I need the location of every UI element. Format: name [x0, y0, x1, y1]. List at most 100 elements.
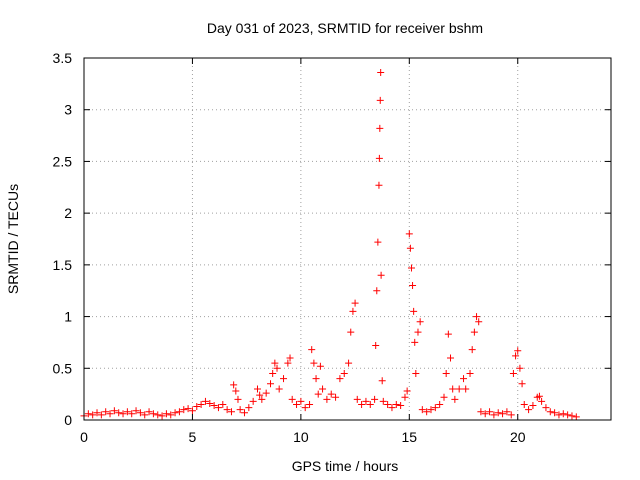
data-point — [297, 397, 305, 405]
data-point — [516, 364, 524, 372]
data-point — [366, 400, 374, 408]
data-point — [401, 393, 409, 401]
data-point — [314, 390, 322, 398]
data-point — [210, 402, 218, 410]
data-point — [230, 381, 238, 389]
data-point — [336, 375, 344, 383]
data-point — [555, 411, 563, 419]
data-point — [197, 400, 205, 408]
chart-title: Day 031 of 2023, SRMTID for receiver bsh… — [207, 20, 483, 36]
data-point — [378, 377, 386, 385]
data-point — [319, 385, 327, 393]
data-point — [436, 400, 444, 408]
data-point — [332, 393, 340, 401]
data-point — [499, 410, 507, 418]
data-point — [351, 299, 359, 307]
data-point — [409, 282, 417, 290]
data-point — [379, 397, 387, 405]
data-point — [371, 395, 379, 403]
data-point — [460, 375, 468, 383]
x-tick-label: 10 — [293, 429, 309, 445]
y-tick-label: 2.5 — [53, 153, 73, 169]
data-point — [529, 402, 537, 410]
data-point — [477, 408, 485, 416]
axis-ticks: 0 5 10 15 20 0 0.5 1 1.5 2 2.5 3 3.5 — [53, 50, 611, 445]
data-point — [128, 410, 136, 418]
data-point — [466, 369, 474, 377]
plot-frame — [83, 57, 612, 421]
data-point — [503, 408, 511, 416]
data-point — [520, 400, 528, 408]
data-point — [293, 400, 301, 408]
data-point — [403, 387, 411, 395]
data-point — [340, 369, 348, 377]
data-point — [494, 409, 502, 417]
y-tick-label: 1.5 — [53, 257, 73, 273]
data-point — [84, 410, 92, 418]
data-point — [158, 412, 166, 420]
data-point — [362, 397, 370, 405]
data-point — [518, 380, 526, 388]
data-point — [406, 244, 414, 252]
data-point — [253, 385, 261, 393]
data-point — [347, 328, 355, 336]
data-point — [219, 400, 227, 408]
data-point — [375, 181, 383, 189]
data-point — [284, 359, 292, 367]
data-point — [145, 408, 153, 416]
data-point — [551, 409, 559, 417]
data-point — [175, 408, 183, 416]
data-point — [486, 408, 494, 416]
data-point — [373, 287, 381, 295]
data-point — [507, 411, 515, 419]
data-point — [89, 411, 97, 419]
data-point — [312, 375, 320, 383]
y-tick-label: 3.5 — [53, 50, 73, 66]
data-point — [136, 409, 144, 417]
y-axis-label: SRMTID / TECUs — [5, 184, 21, 294]
data-point — [377, 271, 385, 279]
data-point — [416, 318, 424, 326]
data-point — [193, 403, 201, 411]
data-point — [509, 369, 517, 377]
data-point — [392, 400, 400, 408]
data-point — [110, 407, 118, 415]
data-point — [442, 369, 450, 377]
data-point — [538, 397, 546, 405]
data-point — [525, 406, 533, 414]
x-axis-label: GPS time / hours — [292, 458, 399, 474]
data-point — [93, 409, 101, 417]
data-point — [245, 404, 253, 412]
data-point — [201, 397, 209, 405]
data-point — [256, 391, 264, 399]
data-point — [171, 409, 179, 417]
data-point — [414, 328, 422, 336]
data-point — [234, 395, 242, 403]
data-point — [418, 406, 426, 414]
data-point — [449, 385, 457, 393]
data-point — [358, 400, 366, 408]
data-point — [184, 405, 192, 413]
data-point — [468, 346, 476, 354]
data-point — [323, 395, 331, 403]
data-point — [410, 307, 418, 315]
y-tick-label: 2 — [64, 205, 72, 221]
data-point — [377, 68, 385, 76]
data-point — [514, 347, 522, 355]
data-point — [214, 404, 222, 412]
x-tick-label: 15 — [402, 429, 418, 445]
x-tick-label: 5 — [189, 429, 197, 445]
data-point — [546, 408, 554, 416]
data-point — [223, 406, 231, 414]
data-point — [572, 413, 580, 421]
y-tick-label: 3 — [64, 102, 72, 118]
data-point — [345, 359, 353, 367]
data-point — [106, 410, 114, 418]
data-point — [188, 407, 196, 415]
data-point — [102, 408, 110, 416]
y-tick-label: 0.5 — [53, 360, 73, 376]
data-point — [407, 264, 415, 272]
data-point — [444, 330, 452, 338]
data-point — [316, 362, 324, 370]
